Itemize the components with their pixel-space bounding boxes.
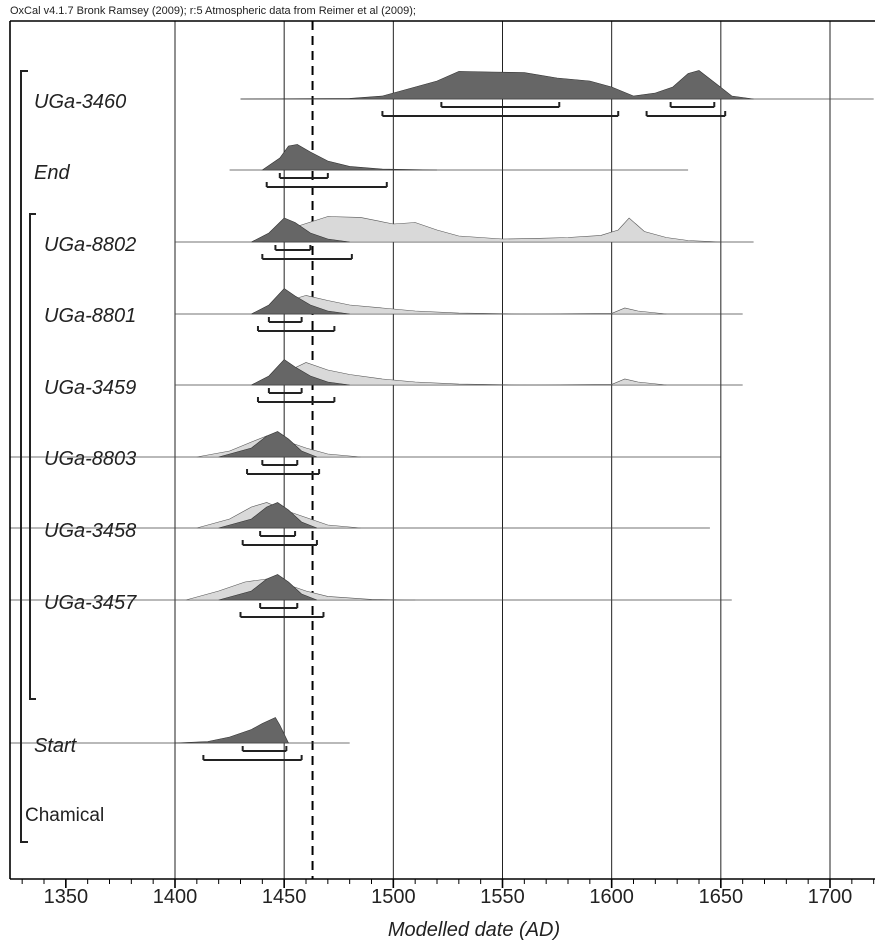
series-label-2: UGa-8802: [44, 234, 136, 256]
likelihood-area-2: [262, 216, 721, 243]
series-label-0: UGa-3460: [34, 91, 126, 113]
range-68-3-0: [267, 317, 303, 323]
range-68-2-0: [274, 245, 312, 251]
posterior-area-5: [218, 431, 318, 458]
plot-frame: [9, 20, 875, 880]
range-68-1-0: [278, 173, 329, 179]
series-label-8: Start: [34, 735, 78, 757]
range-bracket-layer: [202, 102, 727, 761]
range-95-2-0: [261, 254, 353, 260]
range-95-6-0: [241, 540, 318, 546]
range-95-5-0: [246, 469, 321, 475]
range-68-0-0: [440, 102, 561, 108]
posterior-area-1: [261, 144, 438, 171]
x-axis-label: Modelled date (AD): [388, 919, 560, 941]
posterior-area-4: [251, 359, 350, 386]
x-tick-label-1450: 1450: [262, 886, 307, 908]
phase-label: Chamical: [25, 805, 104, 826]
series-label-layer: UGa-3460 End UGa-8802 UGa-8801 UGa-3459 UGa-8…: [34, 91, 137, 757]
range-68-8-0: [241, 746, 288, 752]
range-68-4-0: [267, 388, 303, 394]
likelihood-area-4: [262, 362, 667, 386]
posterior-area-3: [251, 288, 350, 315]
chart-header-caption: OxCal v4.1.7 Bronk Ramsey (2009); r:5 At…: [10, 5, 416, 17]
series-label-6: UGa-3458: [44, 520, 136, 542]
distribution-layer: [174, 70, 754, 744]
x-tick-label-1700: 1700: [808, 886, 853, 908]
series-label-7: UGa-3457: [44, 592, 137, 614]
series-label-1: End: [34, 162, 70, 184]
phase-bracket-layer: Chamical: [20, 70, 104, 843]
posterior-area-7: [218, 574, 318, 601]
range-68-5-0: [261, 460, 299, 466]
baseline-layer: [10, 98, 874, 744]
inner-phase-bracket: [29, 213, 36, 700]
x-tick-label-1550: 1550: [480, 886, 525, 908]
range-95-8-0: [202, 755, 303, 761]
outer-phase-bracket: [20, 70, 28, 843]
x-axis: 1350 1400 1450 1500 1550 1600 1650 1700: [21, 879, 875, 908]
x-tick-label-1400: 1400: [153, 886, 198, 908]
series-label-4: UGa-3459: [44, 377, 136, 399]
range-68-0-1: [669, 102, 716, 108]
range-95-0-1: [645, 111, 727, 117]
range-68-7-0: [259, 603, 299, 609]
posterior-area-0: [240, 70, 754, 100]
posterior-area-6: [218, 502, 318, 529]
likelihood-area-3: [262, 295, 667, 315]
range-95-4-0: [256, 397, 336, 403]
x-tick-label-1500: 1500: [371, 886, 416, 908]
range-95-0-0: [381, 111, 620, 117]
x-tick-label-1600: 1600: [589, 886, 634, 908]
x-tick-label-1350: 1350: [44, 886, 89, 908]
range-95-3-0: [256, 326, 336, 332]
range-95-1-0: [265, 182, 388, 188]
posterior-area-8: [174, 717, 289, 744]
posterior-area-2: [251, 217, 350, 243]
series-label-3: UGa-8801: [44, 305, 136, 327]
range-68-6-0: [259, 531, 297, 537]
x-tick-label-1650: 1650: [699, 886, 744, 908]
range-95-7-0: [239, 612, 325, 618]
series-label-5: UGa-8803: [44, 448, 136, 470]
